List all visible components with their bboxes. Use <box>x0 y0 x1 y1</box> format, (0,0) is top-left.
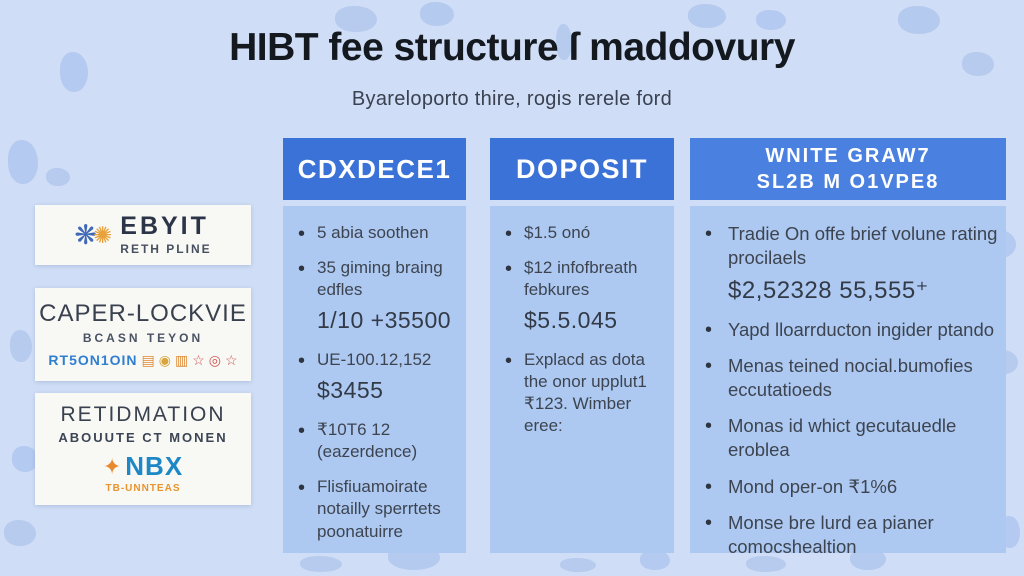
item-text: Menas teined nocial.bumofies eccutatioed… <box>728 355 973 401</box>
watermark-stamp-icon <box>10 330 32 362</box>
brand-name: RETIDMATION <box>60 403 226 426</box>
watermark-stamp-icon <box>12 446 38 472</box>
item-text: ₹10T6 12 (eazerdence) <box>317 420 418 462</box>
list-item: UE-100.12,152 $3455 <box>295 348 458 406</box>
column-panel-1: 5 abia soothen 35 giming braing edfles 1/… <box>283 206 466 553</box>
star-icon: ☆ <box>192 351 205 368</box>
badge-icon: ▥ <box>175 351 189 368</box>
item-text: Tradie On offe brief volune rating proci… <box>728 223 998 269</box>
watermark-stamp-icon <box>8 140 38 184</box>
watermark-stamp-icon <box>420 2 454 26</box>
brand-tagline: BCASN TEYON <box>82 330 204 345</box>
column-header-label-line1: WNITE GRAW7 <box>765 145 931 167</box>
list-item: Monse bre lurd ea pianer comocshealtion <box>702 510 998 559</box>
watermark-stamp-icon <box>46 168 70 186</box>
watermark-stamp-icon <box>746 556 786 572</box>
list-item: Yapd lloarrducton ingider ptando <box>702 317 998 343</box>
nbx-mark-icon: ✦ <box>102 453 122 479</box>
brand-card-caper-lockvie: CAPER-LOCKVIE BCASN TEYON RT5ON1OIN ▤ ◉ … <box>35 288 251 381</box>
item-text: 35 giming braing edfles <box>317 258 443 300</box>
badge-row: RT5ON1OIN ▤ ◉ ▥ ☆ ◎ ☆ <box>48 352 237 368</box>
item-text: UE-100.12,152 <box>317 350 432 370</box>
watermark-stamp-icon <box>4 520 36 546</box>
brand-name: EBYIT <box>120 212 209 240</box>
watermark-stamp-icon <box>335 6 377 32</box>
item-value: $5.5.045 <box>524 307 618 334</box>
badge-label: RT5ON1OIN <box>48 351 138 368</box>
brand-card-ebyit: ❋ ✺ EBYIT RETH PLINE <box>35 205 251 265</box>
bullet-list: 5 abia soothen 35 giming braing edfles 1/… <box>283 206 466 543</box>
page-subtitle: Byareloporto thire, rogis rerele ford <box>351 88 673 110</box>
list-item: 5 abia soothen <box>295 221 458 247</box>
watermark-stamp-icon <box>556 24 572 60</box>
column-header-1: CDXDECE1 <box>283 138 466 200</box>
item-text: Flisfiuamoirate notailly sperrtets poona… <box>317 477 441 541</box>
item-text: Yapd lloarrducton ingider ptando <box>728 319 995 341</box>
column-header-label: CDXDECE1 <box>297 153 452 184</box>
item-text: Monse bre lurd ea pianer comocshealtion <box>728 511 934 557</box>
watermark-stamp-icon <box>898 6 940 34</box>
watermark-stamp-icon <box>560 558 596 572</box>
column-header-label: DOPOSIT <box>515 153 648 184</box>
coin-icon: ◉ <box>158 351 171 368</box>
column-header-3: WNITE GRAW7 SL2B M O1VPE8 <box>690 138 1006 200</box>
list-item: ₹10T6 12 (eazerdence) <box>295 418 458 463</box>
nbx-logo: ✦ NBX <box>103 451 183 482</box>
watermark-stamp-icon <box>60 52 88 92</box>
list-item: Monas id whict gecutauedle eroblea <box>702 413 998 462</box>
watermark-stamp-icon <box>688 4 726 28</box>
watermark-stamp-icon <box>962 52 994 76</box>
item-value: 1/10 +35500 <box>317 307 452 334</box>
nbx-logo-text: NBX <box>125 451 184 481</box>
item-value: $3455 <box>317 377 384 404</box>
brand-tagline: ABOUUTE CT MONEN <box>58 430 228 445</box>
column-panel-3: Tradie On offe brief volune rating proci… <box>690 206 1006 557</box>
item-text: Mond oper-on ₹1%6 <box>728 475 898 497</box>
brand-tagline: RETH PLINE <box>120 242 212 256</box>
page-title: HIBT fee structure ſ maddovury <box>229 26 795 69</box>
watermark-stamp-icon <box>300 556 342 572</box>
list-item: Tradie On offe brief volune rating proci… <box>702 221 998 306</box>
list-item: $1.5 onó <box>502 221 666 247</box>
item-value: $2,52328 55,555⁺ <box>728 277 929 305</box>
list-item: Menas teined nocial.bumofies eccutatioed… <box>702 353 998 402</box>
column-header-2: DOPOSIT <box>490 138 674 200</box>
nbx-logo-subtext: TB-UNNTEAS <box>105 483 181 494</box>
snowflake-icon: ❋ <box>74 219 97 250</box>
bullet-list: Tradie On offe brief volune rating proci… <box>690 206 1006 559</box>
item-text: Explacd as dota the onor upplut1 ₹123. W… <box>524 350 647 436</box>
item-text: 5 abia soothen <box>317 223 429 242</box>
medal-icon: ◎ <box>208 351 222 368</box>
brand-name: CAPER-LOCKVIE <box>39 299 247 327</box>
column-panel-2: $1.5 onó $12 infofbreath febkures $5.5.04… <box>490 206 674 553</box>
star-icon: ☆ <box>225 351 238 368</box>
watermark-stamp-icon <box>640 550 670 570</box>
list-item: $12 infofbreath febkures $5.5.045 <box>502 256 666 336</box>
ticket-icon: ▤ <box>141 351 155 368</box>
item-text: Monas id whict gecutauedle eroblea <box>728 415 957 461</box>
list-item: Flisfiuamoirate notailly sperrtets poona… <box>295 475 458 542</box>
bullet-list: $1.5 onó $12 infofbreath febkures $5.5.04… <box>490 206 674 438</box>
brand-card-retidmation: RETIDMATION ABOUUTE CT MONEN ✦ NBX TB-UN… <box>35 393 251 505</box>
column-header-label-line2: SL2B M O1VPE8 <box>756 171 940 193</box>
list-item: Explacd as dota the onor upplut1 ₹123. W… <box>502 348 666 437</box>
mascot-icon: ✺ <box>93 221 113 248</box>
list-item: 35 giming braing edfles 1/10 +35500 <box>295 256 458 336</box>
item-text: $1.5 onó <box>524 223 591 242</box>
list-item: Mond oper-on ₹1%6 <box>702 474 998 500</box>
watermark-stamp-icon <box>756 10 786 30</box>
brand-logo: ❋ ✺ <box>74 219 113 250</box>
item-text: $12 infofbreath febkures <box>524 258 638 300</box>
